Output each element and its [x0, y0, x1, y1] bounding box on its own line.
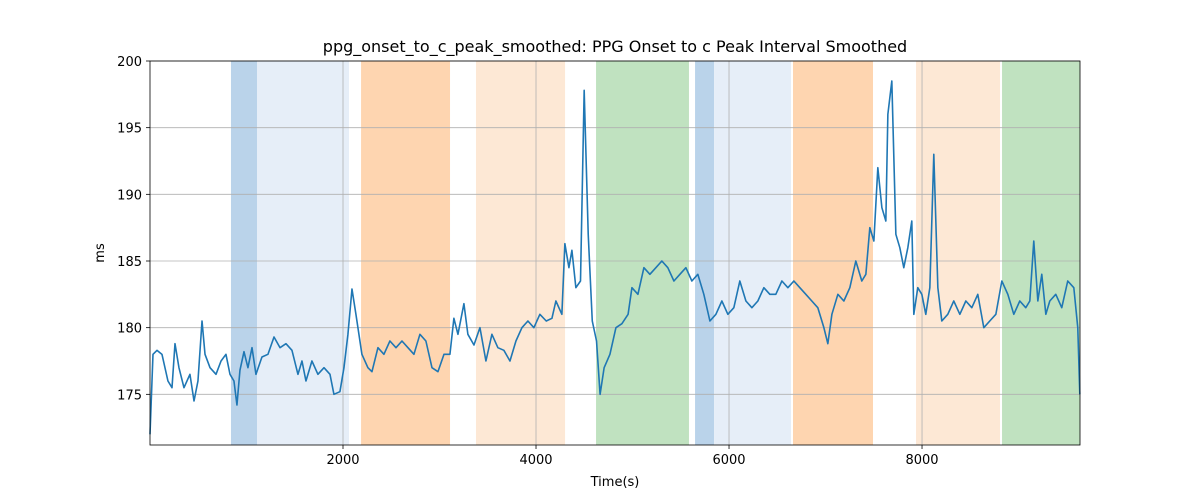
- y-tick-label: 195: [117, 122, 142, 137]
- y-tick-label: 180: [117, 322, 142, 337]
- x-tick-label: 2000: [326, 453, 359, 468]
- plot: [149, 80, 1081, 435]
- shaded-span: [475, 61, 566, 445]
- x-tick-label: 8000: [905, 453, 938, 468]
- shaded-span: [1002, 61, 1080, 445]
- y-tick-label: 190: [117, 188, 142, 203]
- x-tick-label: 6000: [712, 453, 745, 468]
- x-tick-label: 4000: [519, 453, 552, 468]
- shaded-span: [230, 61, 258, 445]
- shaded-span: [916, 61, 1000, 445]
- y-axis-label: ms: [93, 243, 108, 263]
- shaded-span: [792, 61, 874, 445]
- data-line: [149, 80, 1081, 435]
- shaded-span: [257, 61, 349, 445]
- ticks: 2000 4000 6000 8000 175 180 185 190 195 200: [117, 55, 938, 468]
- shaded-span: [695, 61, 715, 445]
- shaded-span: [361, 61, 451, 445]
- y-tick-label: 200: [117, 55, 142, 70]
- shaded-span: [596, 61, 689, 445]
- y-tick-label: 175: [117, 388, 142, 403]
- spans: [230, 61, 1080, 445]
- shaded-span: [714, 61, 791, 445]
- chart-title: ppg_onset_to_c_peak_smoothed: PPG Onset …: [323, 37, 907, 57]
- y-tick-label: 185: [117, 255, 142, 270]
- x-axis-label: Time(s): [590, 475, 640, 490]
- axes-frame: [149, 60, 1081, 446]
